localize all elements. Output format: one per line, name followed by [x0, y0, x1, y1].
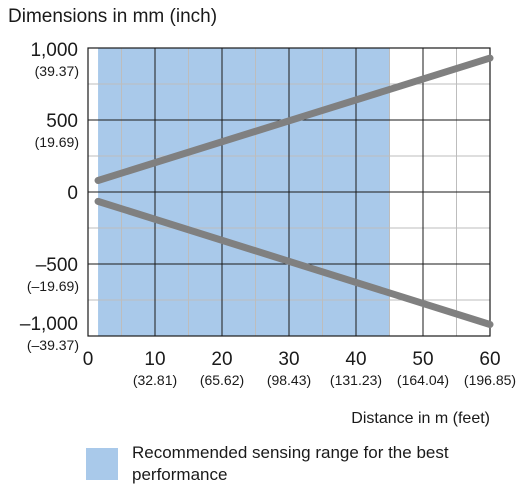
y-tick-label: –1,000 — [20, 314, 78, 335]
chart: Dimensions in mm (inch) Distance in m (f… — [8, 6, 516, 427]
series-line-2 — [94, 197, 494, 328]
y-tick-sublabel: (–39.37) — [27, 337, 79, 353]
x-tick-label: 60 — [479, 349, 500, 370]
x-tick-sublabel: (196.85) — [464, 372, 516, 388]
x-tick-label: 0 — [83, 349, 94, 370]
y-tick-label: 0 — [67, 183, 78, 204]
y-tick-sublabel: (19.69) — [35, 134, 79, 150]
x-tick-sublabel: (98.43) — [267, 372, 311, 388]
legend-text: Recommended sensing range for the best p… — [132, 443, 449, 484]
plot-border — [87, 47, 491, 337]
series-line-1 — [94, 54, 494, 184]
x-tick-label: 40 — [345, 349, 366, 370]
x-tick-sublabel: (164.04) — [397, 372, 449, 388]
x-tick-label: 20 — [211, 349, 232, 370]
x-tick-label: 50 — [412, 349, 433, 370]
x-tick-sublabel: (65.62) — [200, 372, 244, 388]
y-tick-sublabel: (–19.69) — [27, 278, 79, 294]
y-tick-sublabel: (39.37) — [35, 63, 79, 79]
x-axis-label: Distance in m (feet) — [351, 410, 490, 427]
y-tick-label: 500 — [46, 111, 78, 132]
x-tick-label: 10 — [144, 349, 165, 370]
y-tick-label: –500 — [36, 255, 78, 276]
y-tick-label: 1,000 — [30, 40, 78, 61]
x-tick-sublabel: (131.23) — [330, 372, 382, 388]
x-tick-label: 30 — [278, 349, 299, 370]
x-tick-sublabel: (32.81) — [133, 372, 177, 388]
legend-swatch — [86, 448, 118, 480]
chart-title: Dimensions in mm (inch) — [8, 6, 217, 27]
